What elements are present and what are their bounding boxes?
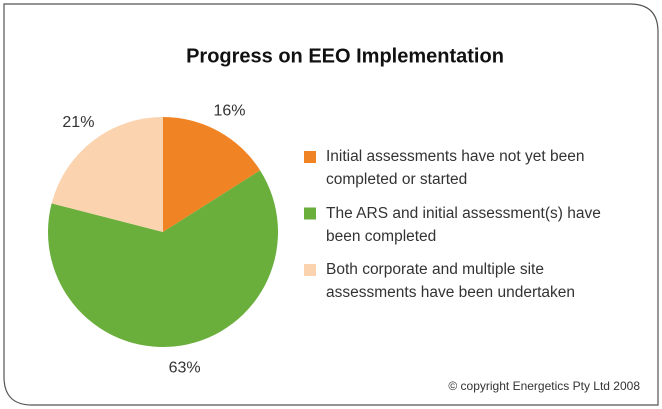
pie-slice [163, 117, 261, 232]
legend-swatch [304, 151, 316, 163]
legend-entry: Both corporate and multiple site assessm… [326, 261, 576, 301]
legend-entry: Initial assessments have not yet been co… [326, 148, 585, 188]
data-label: 16% [213, 102, 245, 119]
data-label: 21% [62, 114, 94, 131]
legend-entry: The ARS and initial assessment(s) have b… [326, 204, 601, 245]
annotation: © copyright Energetics Pty Ltd 2008 [448, 379, 640, 393]
legend-swatch [304, 264, 316, 276]
legend-swatch [304, 207, 316, 220]
pie-slice [47, 170, 278, 347]
pie-slice [51, 117, 163, 232]
legend-label: The ARS and initial assessment(s) have b… [326, 204, 601, 245]
data-label: 63% [169, 360, 201, 377]
chart-title: Progress on EEO Implementation [186, 45, 504, 67]
legend-label: Both corporate and multiple site assessm… [326, 261, 576, 301]
legend-label: Initial assessments have not yet been co… [326, 148, 585, 188]
